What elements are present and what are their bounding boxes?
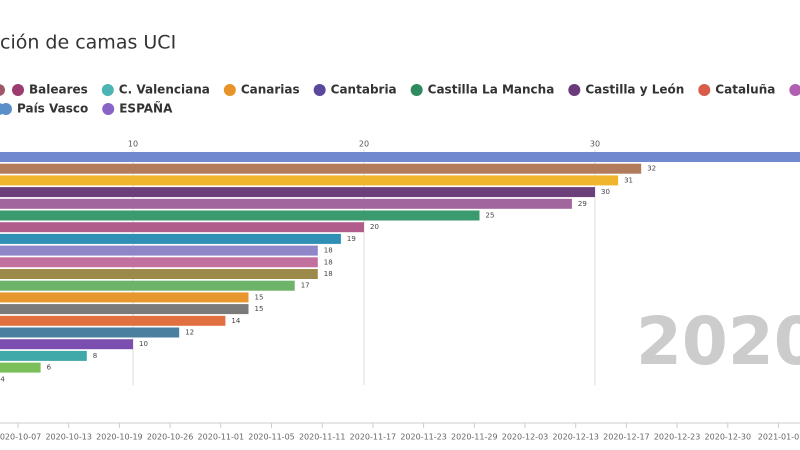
x-tick-label: 20 [359,140,369,149]
x-tick-label: 10 [128,140,138,149]
current-date: 2020- [636,303,800,380]
timeline-label: 2020-12-03 [502,433,549,442]
value-label: 29 [578,200,587,208]
legend-swatch [12,84,24,96]
value-label: 18 [324,247,333,255]
timeline-label: 2020-10-19 [96,433,143,442]
timeline-label: 2020-10-07 [0,433,41,442]
bar [0,163,642,174]
bar [0,222,364,233]
bar [0,198,572,209]
timeline-label: 2020-12-17 [603,433,650,442]
timeline-label: 2020-11-01 [198,433,245,442]
legend-swatch-cut [0,84,5,96]
legend: Baleares C. Valenciana Canarias Cantabria Ca… [0,83,800,116]
chart-title: ción de camas UCI [0,32,176,54]
value-label: 10 [139,340,148,348]
bar [0,210,480,221]
bar [0,245,318,256]
value-label: 30 [601,188,610,196]
timeline-label: 2020-10-13 [45,433,92,442]
legend-label: País Vasco [17,102,88,116]
timeline-label: 2020-11-23 [400,433,447,442]
legend-label: ESPAÑA [119,101,173,116]
bar [0,350,87,361]
timeline-label: 2020-12-13 [552,433,599,442]
value-label: 17 [301,282,310,290]
x-tick-label: 30 [590,140,600,149]
bar [0,187,595,198]
legend-label: C. Valenciana [119,83,210,97]
legend-swatch [410,84,423,96]
bar [0,339,133,350]
bar [0,327,180,338]
value-label: 12 [185,329,194,337]
legend-label: Cantabria [331,83,397,97]
legend-label: Baleares [29,83,88,97]
timeline-label: 2020-11-05 [248,433,295,442]
legend-swatch [101,84,114,96]
legend-swatch [698,84,711,96]
value-label: 31 [624,176,633,184]
bar [0,292,249,303]
bar [0,304,249,315]
value-label: 25 [486,212,495,220]
legend-swatch [223,84,236,96]
legend-label: Castilla y León [585,83,684,97]
timeline-label: 2020-12-23 [654,433,701,442]
timeline-label: 2020-11-17 [350,433,397,442]
timeline-label: 2020-12-30 [705,433,752,442]
value-label: 14 [231,317,240,325]
legend-label: Castilla La Mancha [428,83,555,97]
value-label: 6 [47,364,52,372]
bar [0,315,226,326]
bar [0,152,800,162]
legend-swatch [789,84,800,96]
bar [0,175,619,186]
timeline-label: 2021-01-0 [758,433,799,442]
value-label: 15 [255,293,264,301]
timeline-label: 2020-10-26 [147,433,194,442]
value-label: 15 [255,305,264,313]
bar [0,233,341,244]
legend-label: Cataluña [715,83,775,97]
value-label: 20 [370,223,379,231]
value-label: 4 [0,375,5,383]
timeline-label: 2020-11-29 [451,433,498,442]
value-label: 8 [93,352,97,360]
bar [0,269,318,279]
legend-swatch [313,84,326,96]
value-label: 32 [647,165,656,173]
legend-label: Canarias [241,83,300,97]
timeline-label: 2020-11-11 [299,433,346,442]
legend-swatch [568,84,581,96]
value-label: 18 [324,270,333,278]
bar [0,280,295,291]
legend-swatch [0,103,12,115]
legend-swatch [102,103,115,115]
value-label: 19 [347,235,356,243]
bar [0,257,318,268]
value-label: 18 [324,258,333,266]
bar [0,362,41,373]
